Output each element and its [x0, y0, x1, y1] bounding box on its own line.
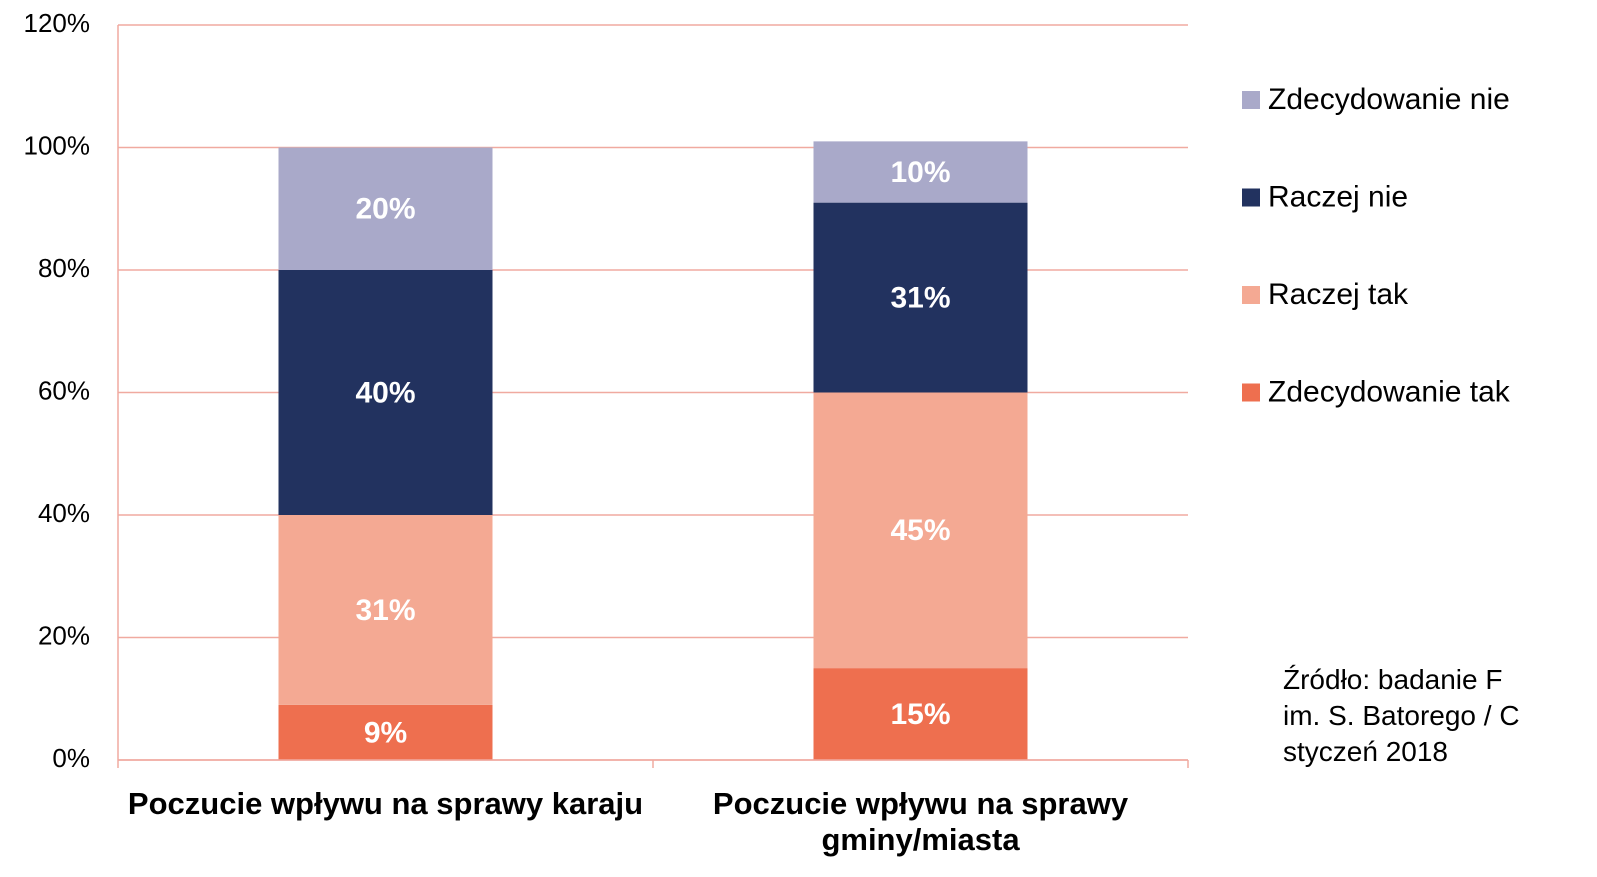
x-tick-label: Poczucie wpływu na sprawy gminy/miasta	[712, 786, 1129, 857]
data-label: 40%	[355, 376, 415, 409]
data-label: 31%	[355, 594, 415, 627]
bar-segment	[813, 141, 1028, 203]
bar-segment	[278, 147, 493, 270]
source-note: styczeń 2018	[1283, 736, 1448, 767]
y-tick-label: 40%	[38, 498, 90, 528]
y-tick-label: 80%	[38, 253, 90, 283]
data-label: 9%	[364, 716, 407, 749]
legend-label: Zdecydowanie nie	[1268, 83, 1510, 116]
source-note: im. S. Batorego / C	[1283, 700, 1520, 731]
data-label: 45%	[890, 514, 950, 547]
legend-swatch	[1242, 188, 1260, 207]
source-note: Źródło: badanie F	[1283, 664, 1503, 695]
y-tick-label: 100%	[24, 130, 91, 160]
y-tick-label: 60%	[38, 375, 90, 405]
legend-label: Raczej nie	[1268, 180, 1408, 213]
bar-segment	[278, 515, 493, 705]
legend-swatch	[1242, 383, 1260, 402]
data-label: 31%	[890, 281, 950, 314]
bar-segment	[278, 270, 493, 515]
data-label: 10%	[890, 156, 950, 189]
bar-segment	[813, 202, 1028, 393]
y-tick-label: 120%	[24, 8, 91, 38]
legend-label: Zdecydowanie tak	[1268, 375, 1511, 408]
x-tick-label: Poczucie wpływu na sprawy karaju	[127, 786, 644, 821]
bar-segment	[813, 392, 1028, 669]
y-tick-label: 0%	[52, 743, 90, 773]
data-label: 15%	[890, 698, 950, 731]
y-tick-label: 20%	[38, 620, 90, 650]
legend-label: Raczej tak	[1268, 278, 1409, 311]
bar-segment	[278, 704, 493, 760]
data-label: 20%	[355, 193, 415, 226]
legend-swatch	[1242, 286, 1260, 304]
bar-segment	[813, 668, 1028, 760]
legend-swatch	[1242, 91, 1260, 109]
